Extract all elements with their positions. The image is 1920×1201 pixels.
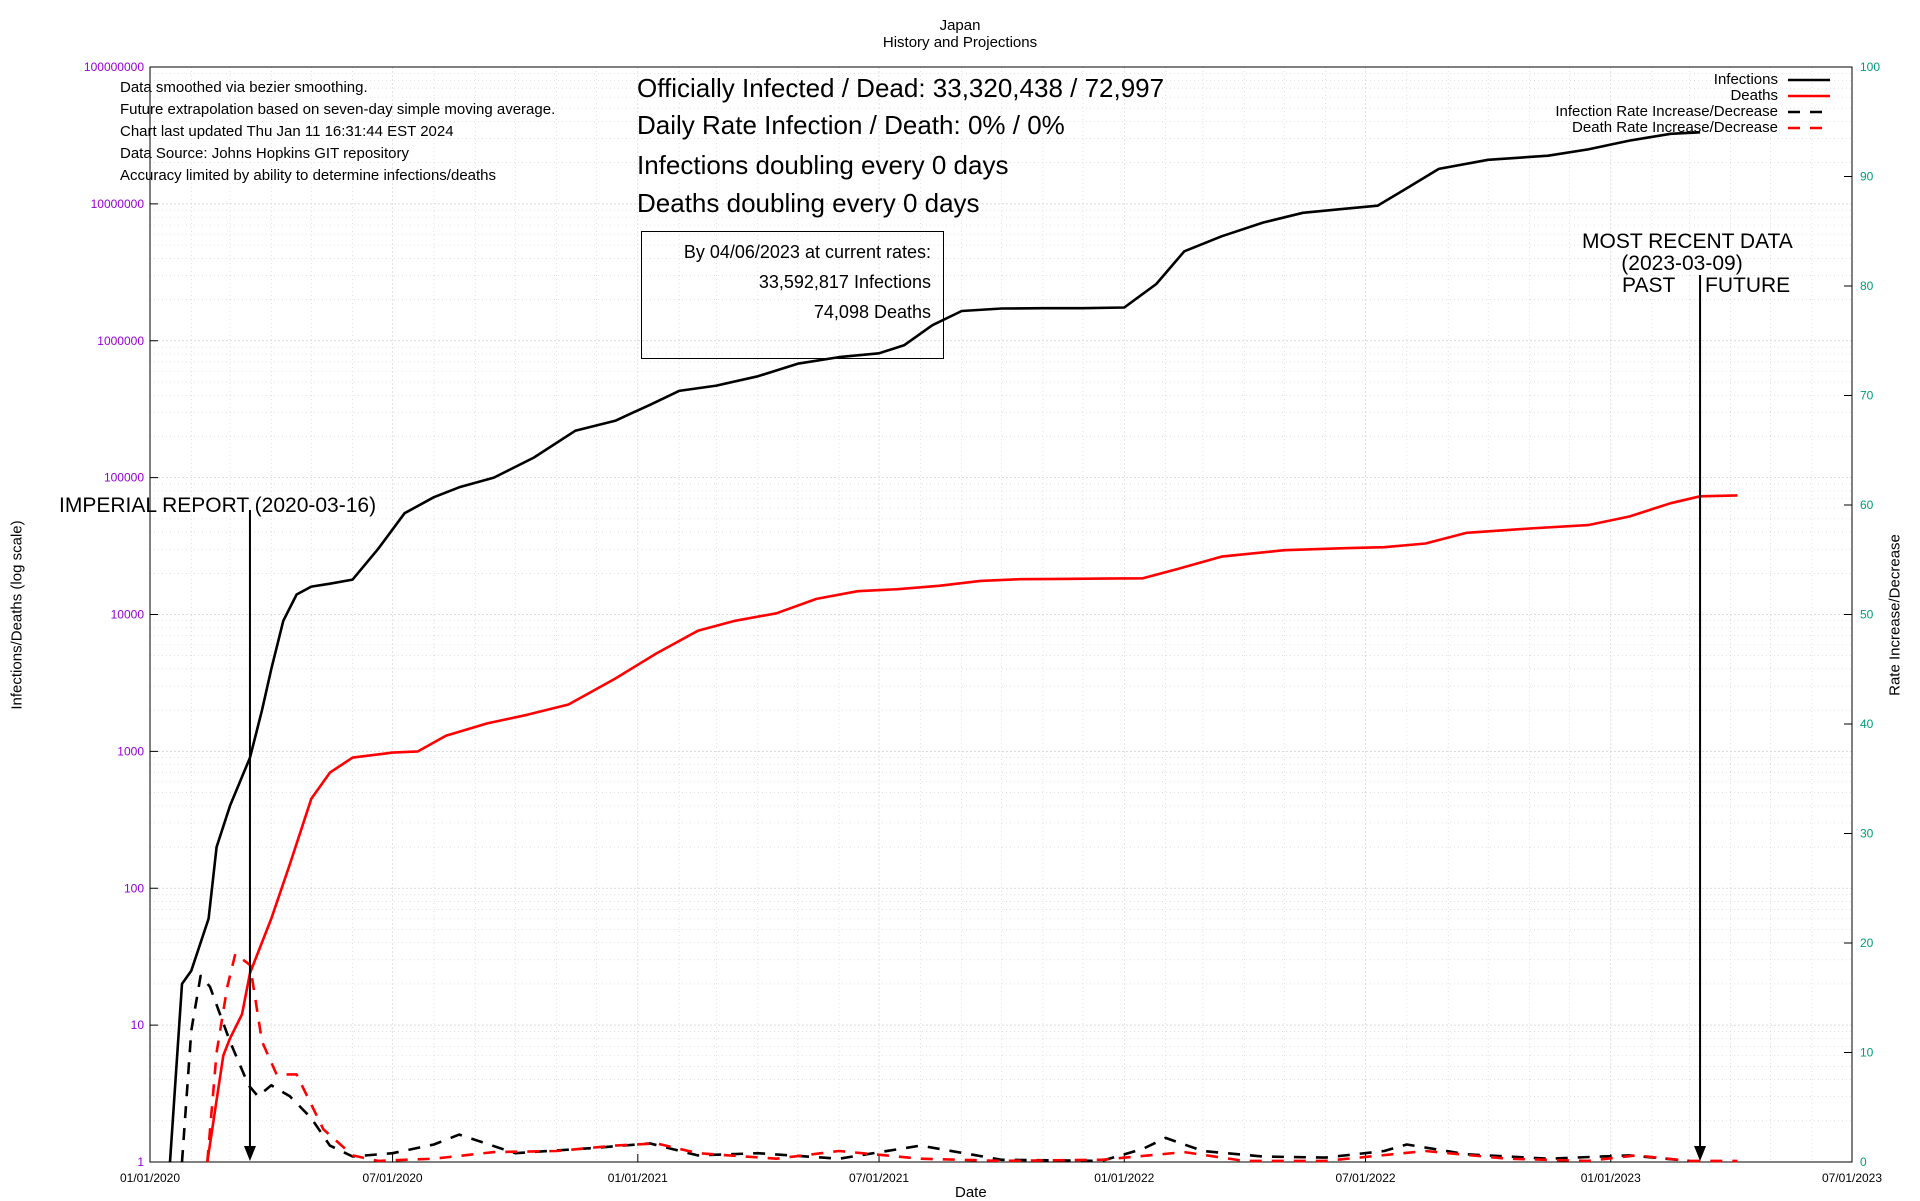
infection-rate-line (180, 974, 1690, 1163)
event-arrows (243, 275, 1707, 1161)
note-source: Data Source: Johns Hopkins GIT repositor… (120, 145, 410, 162)
x-tick-label: 01/01/2020 (120, 1171, 180, 1185)
deaths-line (206, 494, 1738, 1163)
note-extrapolation: Future extrapolation based on seven-day … (120, 101, 556, 118)
y2-tick-label: 50 (1860, 608, 1874, 622)
y2-tick-label: 80 (1860, 279, 1874, 293)
plot-border (149, 66, 1853, 1163)
x-tick-label: 01/01/2022 (1094, 1171, 1154, 1185)
y-tick-label: 1000000 (97, 334, 144, 348)
y2-tick-label: 30 (1860, 827, 1874, 841)
series (168, 131, 1738, 1163)
x-tick-label: 07/01/2020 (363, 1171, 423, 1185)
chart-title: Japan (939, 17, 981, 34)
legend-label-death-rate: Death Rate Increase/Decrease (1572, 119, 1778, 136)
x-axis-title: Date (955, 1184, 987, 1201)
stat-deaths-doubling: Deaths doubling every 0 days (637, 188, 980, 218)
y-axis-title: Infections/Deaths (log scale) (8, 520, 26, 710)
note-accuracy: Accuracy limited by ability to determine… (120, 167, 497, 184)
y2-tick-label: 100 (1860, 60, 1880, 74)
y-tick-label: 1000 (117, 744, 144, 758)
x-tick-label: 07/01/2021 (849, 1171, 909, 1185)
axis-ticks: 1101001000100001000001000000100000001000… (84, 60, 1882, 1185)
most-recent-arrow-head (1694, 1146, 1707, 1161)
y2-tick-label: 60 (1860, 498, 1874, 512)
legend-samples (1788, 78, 1830, 130)
x-tick-label: 07/01/2022 (1335, 1171, 1395, 1185)
future-label: FUTURE (1705, 274, 1791, 297)
projection-deaths: 74,098 Deaths (813, 302, 931, 322)
projection-box: By 04/06/2023 at current rates: 33,592,8… (641, 231, 944, 359)
y2-axis-title: Rate Increase/Decrease (1886, 534, 1904, 696)
y2-tick-label: 20 (1860, 936, 1874, 950)
stat-daily-rate: Daily Rate Infection / Death: 0% / 0% (637, 110, 1065, 140)
grid (149, 66, 1853, 1163)
y-tick-label: 100000000 (84, 60, 144, 74)
stat-infections-doubling: Infections doubling every 0 days (637, 150, 1009, 180)
projection-heading: By 04/06/2023 at current rates: (683, 242, 931, 262)
y2-tick-label: 10 (1860, 1046, 1874, 1060)
imperial-report-arrow-head (243, 1146, 256, 1161)
most-recent-date: (2023-03-09) (1621, 252, 1743, 275)
y2-tick-label: 0 (1860, 1155, 1867, 1169)
most-recent-label: MOST RECENT DATA (1582, 230, 1793, 253)
y-tick-label: 1 (137, 1155, 144, 1169)
x-tick-label: 01/01/2023 (1581, 1171, 1641, 1185)
infections-line (168, 131, 1701, 1163)
y-tick-label: 100 (124, 881, 144, 895)
legend-label-deaths: Deaths (1730, 87, 1778, 104)
y-tick-label: 10000 (111, 608, 145, 622)
note-smoothing: Data smoothed via bezier smoothing. (120, 79, 368, 96)
y-tick-label: 10 (131, 1018, 145, 1032)
y2-tick-label: 40 (1860, 717, 1874, 731)
past-label: PAST (1622, 274, 1676, 297)
y-tick-label: 100000 (104, 471, 144, 485)
stat-officially: Officially Infected / Dead: 33,320,438 /… (637, 73, 1165, 103)
projection-infections: 33,592,817 Infections (758, 272, 931, 292)
y-tick-label: 10000000 (91, 197, 145, 211)
legend-label-infections: Infections (1713, 71, 1778, 88)
legend-label-infection-rate: Infection Rate Increase/Decrease (1555, 103, 1778, 120)
imperial-report-label: IMPERIAL REPORT (2020-03-16) (59, 494, 377, 517)
chart-subtitle: History and Projections (882, 34, 1038, 51)
x-tick-label: 07/01/2023 (1822, 1171, 1882, 1185)
note-updated: Chart last updated Thu Jan 11 16:31:44 E… (120, 123, 454, 140)
death-rate-line (206, 952, 1738, 1163)
y2-tick-label: 70 (1860, 389, 1874, 403)
x-tick-label: 01/01/2021 (608, 1171, 668, 1185)
y2-tick-label: 90 (1860, 170, 1874, 184)
